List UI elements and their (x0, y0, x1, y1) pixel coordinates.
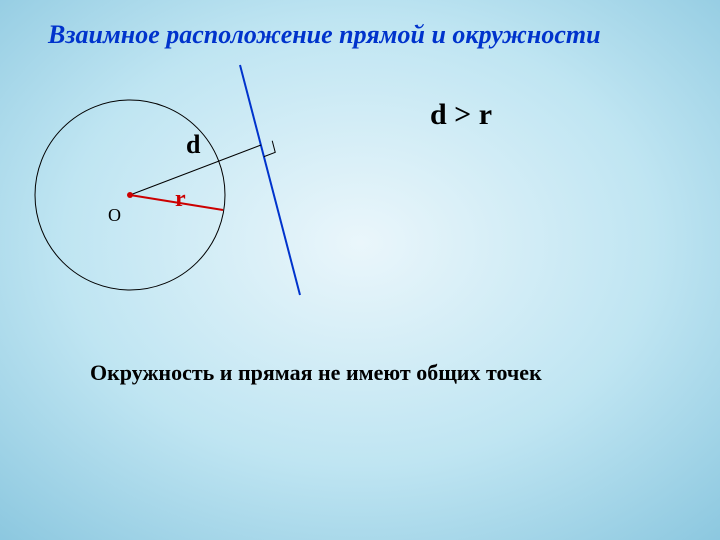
label-center-O: O (108, 205, 121, 226)
external-line (240, 65, 300, 295)
label-radius-r: r (175, 186, 186, 213)
center-point (127, 192, 133, 198)
right-angle-mark (264, 141, 275, 157)
label-distance-d: d (186, 130, 200, 160)
